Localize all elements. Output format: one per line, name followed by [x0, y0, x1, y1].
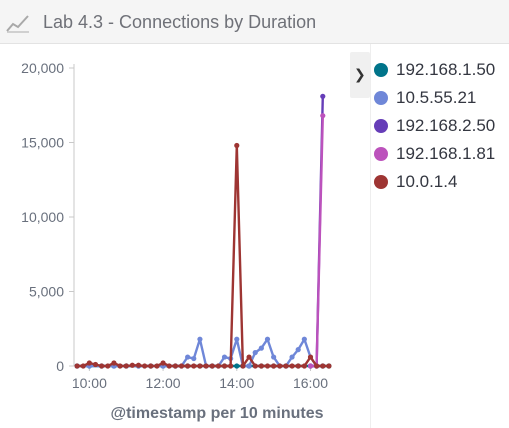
data-point — [289, 354, 295, 360]
data-point — [307, 354, 314, 360]
data-point — [185, 363, 191, 369]
legend-color-dot — [374, 63, 388, 77]
x-tick-label: 16:00 — [293, 375, 328, 391]
data-point — [105, 363, 111, 369]
chevron-right-icon: ❯ — [354, 67, 366, 83]
legend-divider — [370, 44, 371, 428]
legend-toggle-button[interactable]: ❯ — [350, 52, 370, 98]
data-point — [185, 354, 191, 360]
legend-label: 10.5.55.21 — [396, 88, 477, 107]
series-line — [77, 144, 329, 368]
legend-label: 192.168.1.50 — [396, 60, 496, 79]
legend-color-dot — [374, 147, 388, 161]
y-tick-label: 5,000 — [29, 284, 64, 300]
data-point — [234, 363, 240, 369]
data-point — [178, 363, 185, 369]
line-chart[interactable]: 0 5,000 10,000 15,000 20,000 10:00 12:00 14:00 1… — [0, 44, 350, 428]
data-point — [240, 363, 246, 369]
data-point — [252, 349, 258, 356]
x-tick-label: 10:00 — [72, 375, 107, 391]
x-tick-label: 12:00 — [146, 375, 181, 391]
data-point — [234, 142, 240, 149]
data-point — [203, 363, 209, 369]
data-point — [320, 93, 326, 99]
legend-item[interactable]: 192.168.2.50 — [374, 112, 509, 140]
data-point — [117, 363, 123, 369]
data-point — [326, 363, 332, 369]
data-point — [86, 360, 92, 366]
x-tick-label: 14:00 — [219, 375, 254, 391]
data-point — [135, 362, 142, 368]
data-point — [314, 363, 320, 369]
data-point — [191, 355, 197, 362]
y-tick-label: 20,000 — [21, 60, 64, 76]
panel-header: Lab 4.3 - Connections by Duration — [0, 0, 509, 44]
data-point — [80, 363, 86, 369]
y-tick-label: 15,000 — [21, 135, 64, 151]
data-point — [301, 336, 307, 342]
data-point — [246, 363, 252, 369]
data-point — [148, 363, 154, 369]
data-point — [172, 363, 178, 369]
legend-color-dot — [374, 119, 388, 133]
data-point — [166, 363, 172, 369]
data-point — [271, 354, 277, 360]
legend: 192.168.1.50 10.5.55.21 192.168.2.50 192… — [374, 56, 509, 196]
chart-area[interactable]: 0 5,000 10,000 15,000 20,000 10:00 12:00 14:00 1… — [0, 44, 350, 428]
data-point — [228, 363, 234, 369]
data-point — [99, 363, 105, 369]
data-point — [142, 363, 148, 369]
data-point — [295, 347, 301, 353]
data-point — [234, 336, 240, 342]
data-point — [283, 363, 289, 369]
data-point — [258, 345, 264, 351]
data-point — [92, 361, 99, 368]
series-line — [310, 115, 324, 368]
legend-item[interactable]: 10.5.55.21 — [374, 84, 509, 112]
x-axis-title: @timestamp per 10 minutes — [111, 405, 324, 422]
data-point — [74, 363, 80, 369]
legend-item[interactable]: 192.168.1.81 — [374, 140, 509, 168]
legend-item[interactable]: 192.168.1.50 — [374, 56, 509, 84]
data-point — [264, 363, 271, 369]
y-tick-label: 0 — [56, 358, 64, 374]
data-point — [123, 363, 129, 369]
data-point — [258, 363, 264, 369]
legend-label: 192.168.1.81 — [396, 144, 496, 163]
data-point — [264, 336, 271, 342]
line-chart-icon — [6, 15, 29, 33]
data-point — [295, 363, 301, 369]
data-point — [221, 363, 228, 369]
panel-title: Lab 4.3 - Connections by Duration — [43, 12, 317, 32]
data-point — [277, 363, 283, 369]
data-point — [129, 362, 135, 368]
legend-color-dot — [374, 175, 388, 189]
data-point — [154, 363, 160, 369]
data-point — [160, 360, 166, 366]
data-point — [320, 363, 326, 369]
data-point — [209, 363, 215, 369]
data-point — [246, 354, 252, 360]
data-point — [191, 363, 197, 369]
data-point — [215, 363, 221, 369]
legend-item[interactable]: 10.0.1.4 — [374, 168, 509, 196]
data-point — [301, 363, 307, 369]
data-point — [221, 354, 228, 360]
data-point — [197, 336, 203, 342]
legend-label: 10.0.1.4 — [396, 172, 458, 191]
legend-label: 192.168.2.50 — [396, 116, 496, 135]
data-point — [111, 360, 117, 366]
legend-color-dot — [374, 91, 388, 105]
y-tick-label: 10,000 — [21, 209, 64, 225]
data-point — [289, 363, 295, 369]
data-point — [271, 363, 277, 369]
data-point — [307, 363, 314, 369]
data-point — [320, 113, 326, 119]
data-point — [197, 363, 203, 369]
data-point — [252, 363, 258, 369]
